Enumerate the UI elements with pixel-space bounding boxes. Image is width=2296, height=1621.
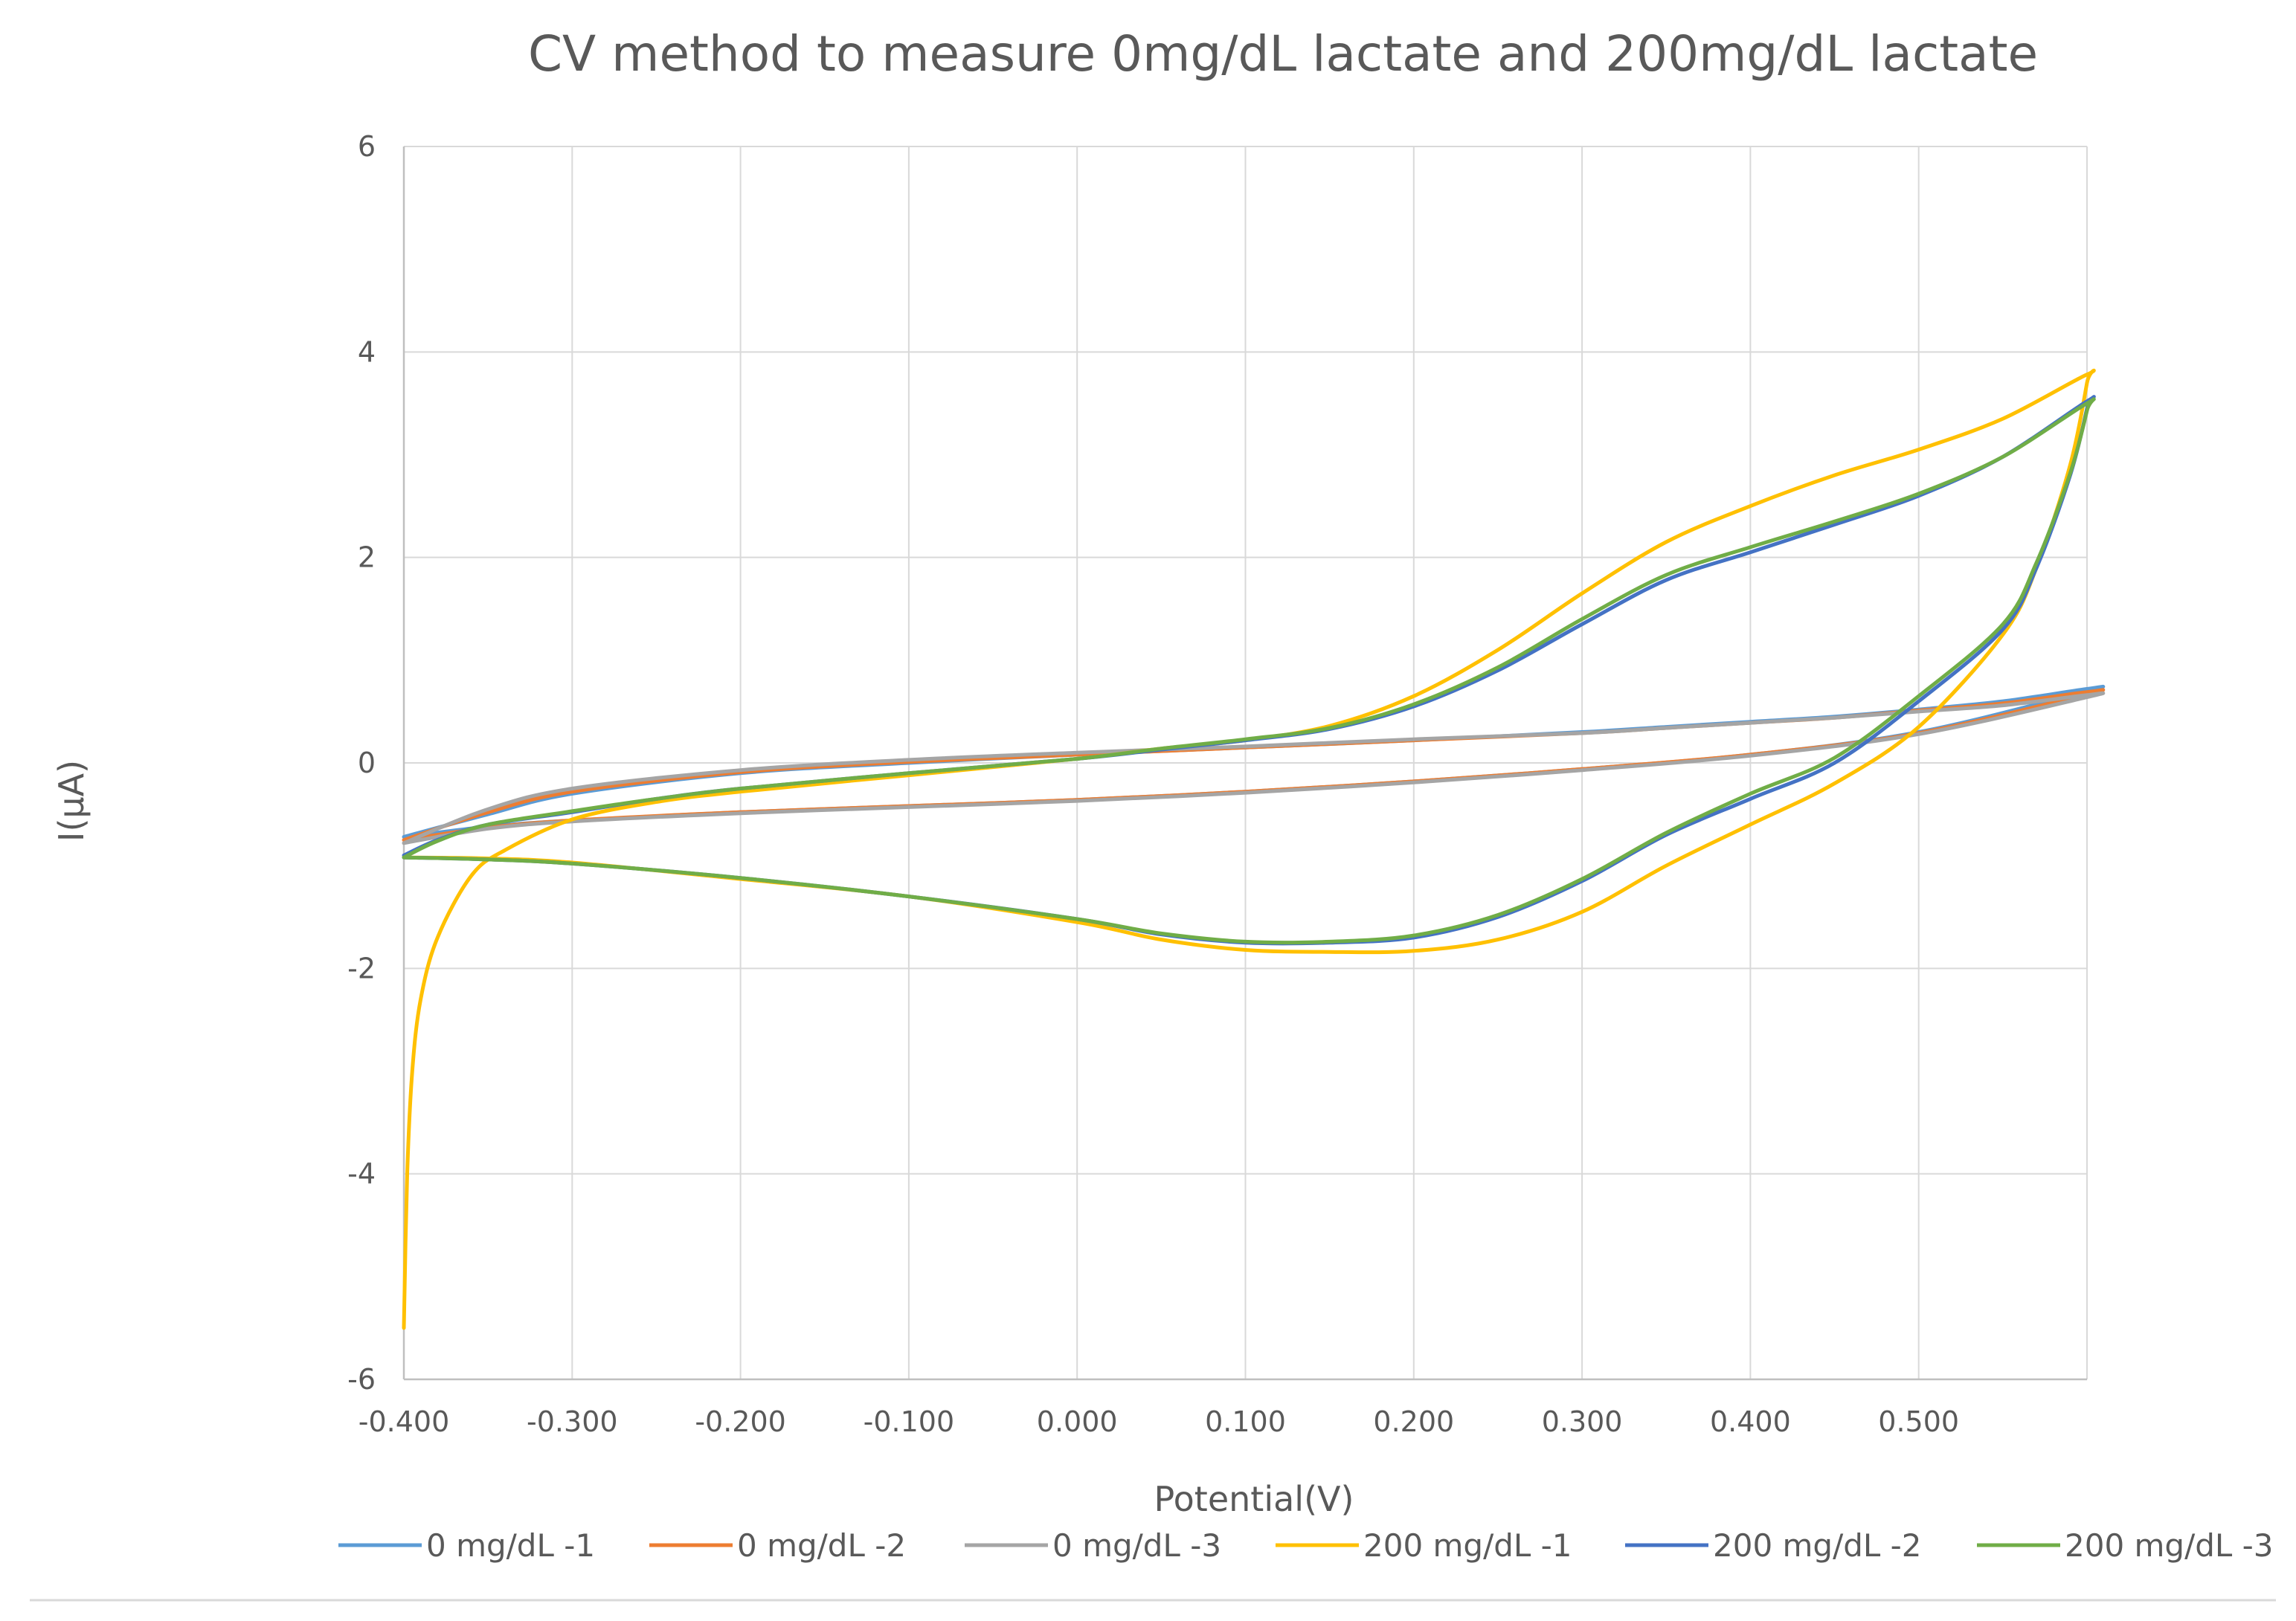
x-tick-label: 0.100 <box>1205 1405 1286 1438</box>
legend-label: 200 mg/dL -2 <box>1713 1527 1922 1564</box>
series-line-6 <box>402 397 2096 945</box>
legend: 0 mg/dL -1 0 mg/dL -2 0 mg/dL -3 200 mg/dL … <box>338 1527 2274 1564</box>
y-axis-label: I(µA) <box>51 760 91 842</box>
y-tick-label: 4 <box>358 335 376 368</box>
legend-label: 0 mg/dL -3 <box>1052 1527 1221 1564</box>
y-tick-label: -2 <box>347 952 376 984</box>
y-tick-label: 6 <box>358 130 376 163</box>
legend-label: 200 mg/dL -1 <box>1363 1527 1572 1564</box>
y-tick-label: -6 <box>347 1363 376 1396</box>
grid <box>402 146 2088 1381</box>
y-tick-label: 2 <box>358 541 376 574</box>
x-tick-label: 0.200 <box>1373 1405 1454 1438</box>
x-tick-label: 0.000 <box>1037 1405 1118 1438</box>
series-line-3 <box>402 691 2106 845</box>
tick-labels: -0.400 -0.300 -0.200 -0.100 0.000 0.100 0.200 0… <box>347 130 1959 1438</box>
chart-title: CV method to measure 0mg/dL lactate and … <box>528 25 2038 83</box>
x-tick-label: 0.500 <box>1878 1405 1959 1438</box>
x-tick-label: -0.100 <box>864 1405 955 1438</box>
legend-label: 200 mg/dL -3 <box>2065 1527 2274 1564</box>
series-line-4 <box>402 368 2096 1330</box>
series-lines <box>402 368 2106 1330</box>
x-axis-label: Potential(V) <box>1154 1479 1354 1519</box>
x-tick-label: -0.300 <box>527 1405 618 1438</box>
y-tick-label: 0 <box>358 747 376 779</box>
x-tick-label: 0.400 <box>1710 1405 1791 1438</box>
x-tick-label: -0.200 <box>695 1405 786 1438</box>
x-tick-label: 0.300 <box>1542 1405 1623 1438</box>
legend-label: 0 mg/dL -2 <box>737 1527 906 1564</box>
x-tick-label: -0.400 <box>358 1405 450 1438</box>
y-tick-label: -4 <box>347 1158 376 1190</box>
legend-label: 0 mg/dL -1 <box>426 1527 595 1564</box>
